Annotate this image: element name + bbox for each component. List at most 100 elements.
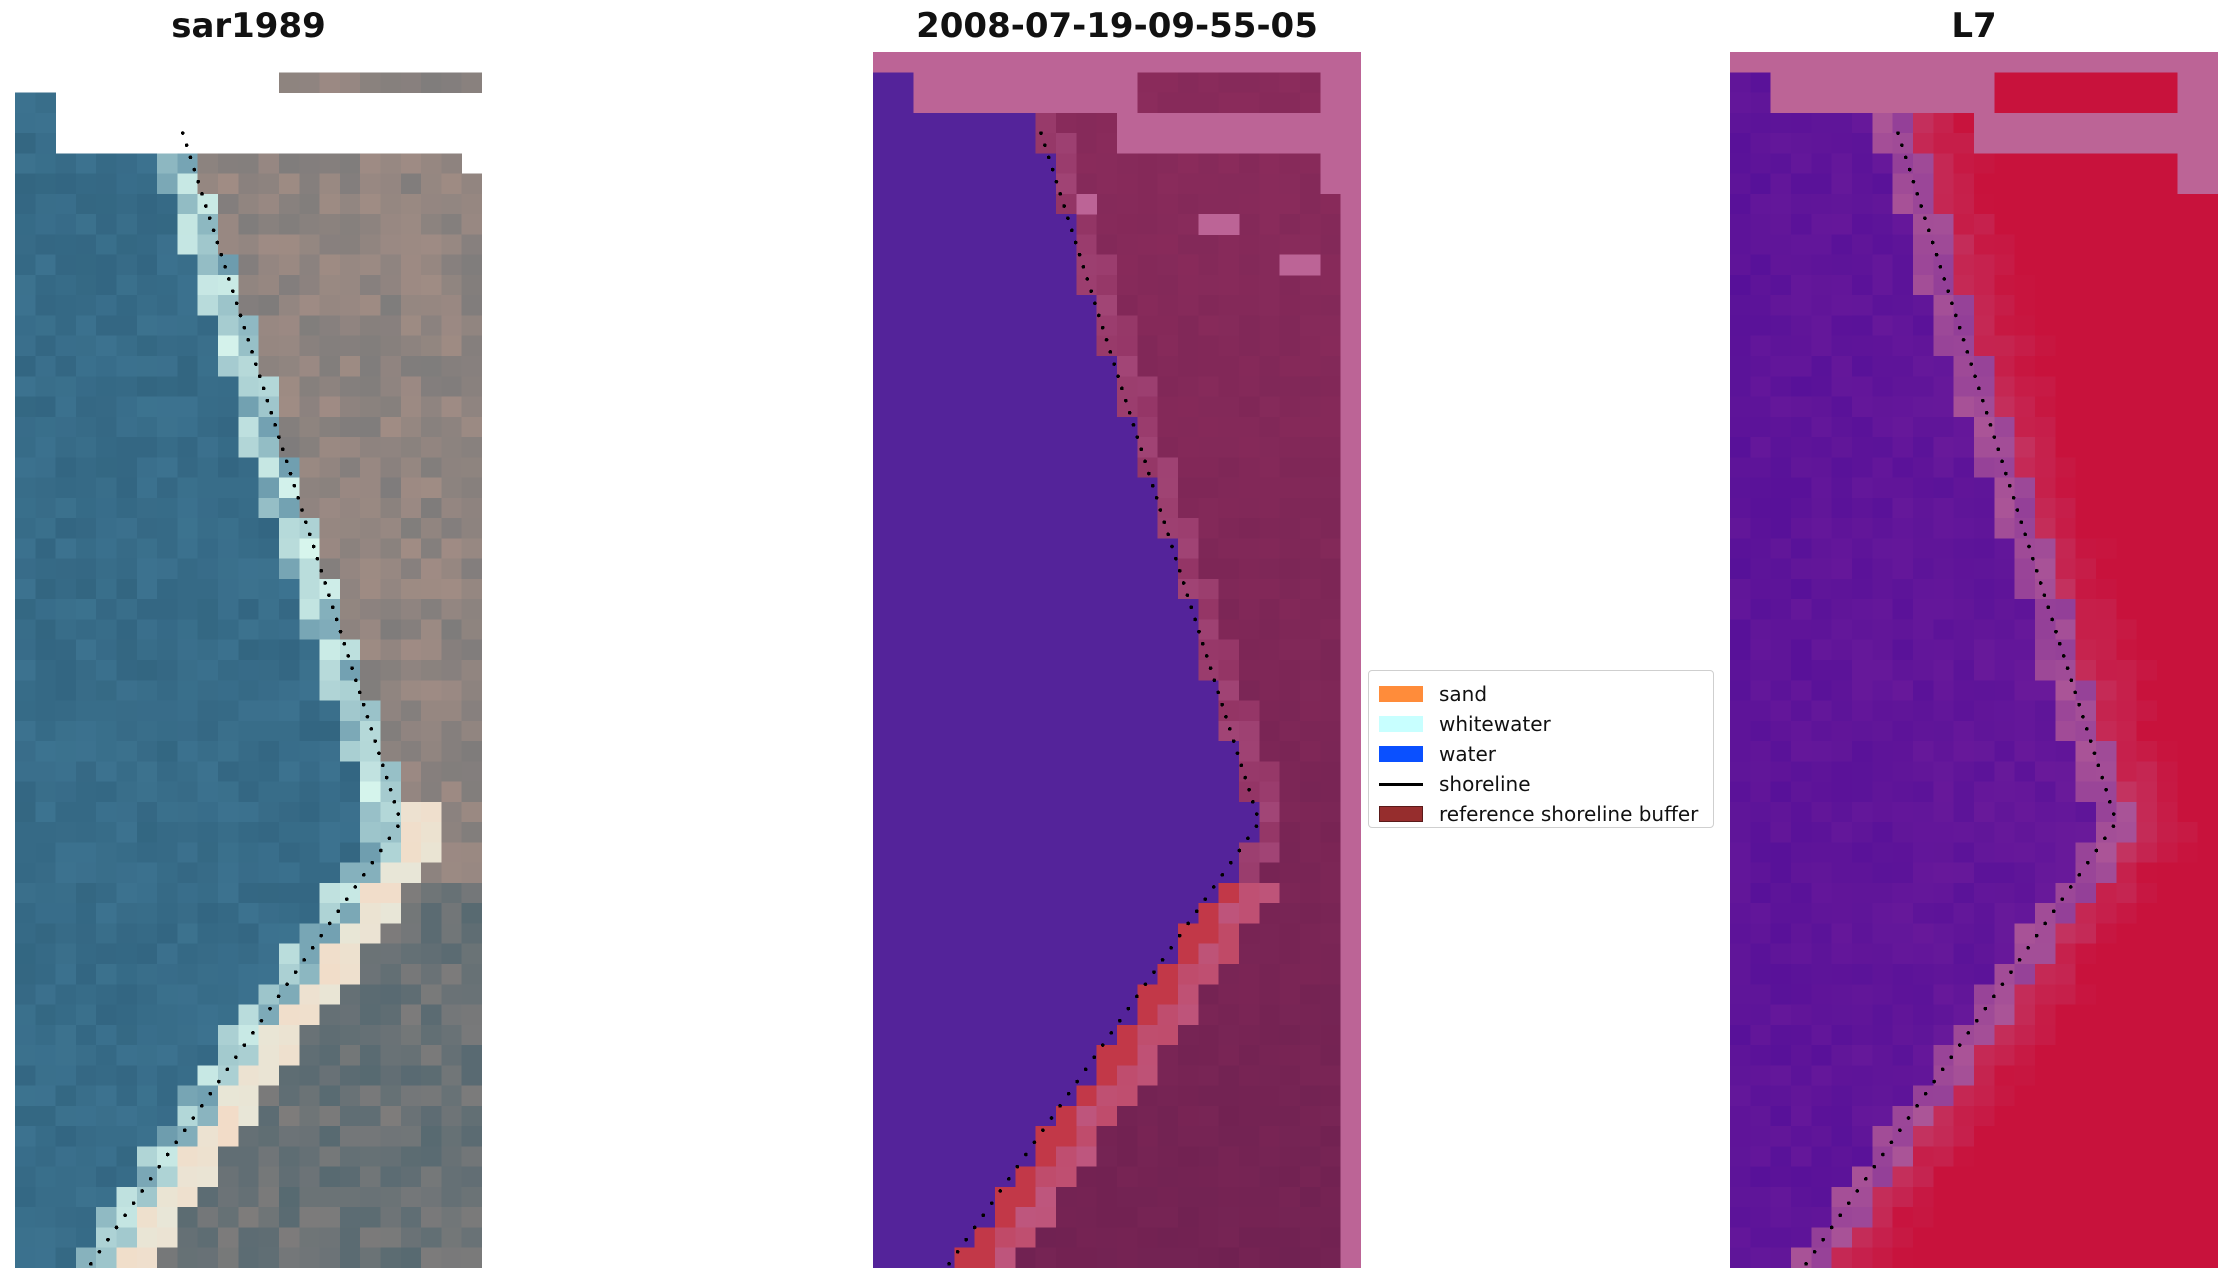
shoreline-point xyxy=(1120,386,1124,391)
shoreline-point xyxy=(1896,131,1900,135)
shoreline-point xyxy=(1085,277,1090,281)
panel-title-l7: L7 xyxy=(1951,6,1997,46)
shoreline-point xyxy=(346,654,351,658)
shoreline-point xyxy=(1992,994,1996,999)
shoreline-point xyxy=(2027,544,2031,549)
shoreline-point xyxy=(1096,313,1101,318)
shoreline-point xyxy=(1965,350,1970,354)
shoreline-point xyxy=(215,240,220,245)
legend-label-whitewater: whitewater xyxy=(1439,712,1551,736)
shoreline-point xyxy=(2077,873,2082,877)
shoreline-point xyxy=(1123,398,1128,403)
shoreline-point xyxy=(1919,204,1923,208)
shoreline-point xyxy=(1083,1067,1088,1072)
shoreline-point xyxy=(302,958,306,962)
shoreline-point xyxy=(1923,1091,1928,1096)
shoreline-point xyxy=(1109,1031,1114,1035)
shoreline-point xyxy=(296,496,301,500)
shoreline-point xyxy=(259,1018,264,1023)
shoreline-point xyxy=(1154,496,1159,500)
shoreline-point xyxy=(369,727,374,731)
shoreline-point xyxy=(2068,885,2073,889)
shoreline-point xyxy=(1104,337,1109,342)
shoreline-point xyxy=(2094,848,2099,853)
shoreline-point xyxy=(1100,1043,1105,1047)
shoreline-point xyxy=(2060,897,2065,901)
shoreline-point xyxy=(327,593,331,597)
shoreline-point xyxy=(1166,532,1170,537)
shoreline-point xyxy=(199,1104,204,1108)
shoreline-point xyxy=(1923,216,1927,221)
shoreline-point xyxy=(2057,641,2062,646)
legend-item-shoreline: shoreline xyxy=(1379,769,1703,799)
shoreline-point xyxy=(310,945,315,950)
shoreline-point xyxy=(2046,605,2051,610)
shoreline-point xyxy=(1996,447,2001,452)
shoreline-point xyxy=(293,970,298,974)
shoreline-point xyxy=(288,471,293,476)
shoreline-point xyxy=(1118,1018,1122,1023)
shoreline-point xyxy=(1075,1079,1079,1084)
shoreline-point xyxy=(1821,1237,1825,1242)
shoreline-point xyxy=(300,508,304,512)
shoreline-point xyxy=(1247,787,1251,792)
shoreline-point xyxy=(2103,836,2107,841)
shoreline-point xyxy=(1189,605,1194,610)
shoreline-point xyxy=(2069,678,2074,683)
shoreline-point xyxy=(2034,933,2039,938)
shoreline-point xyxy=(114,1225,119,1230)
shoreline-point xyxy=(387,836,392,841)
shoreline-point xyxy=(2026,945,2030,950)
shoreline-point xyxy=(947,1262,951,1266)
shoreline-point xyxy=(157,1164,161,1169)
shoreline-point xyxy=(1032,1140,1037,1145)
shoreline-point xyxy=(1073,240,1078,245)
shoreline-point xyxy=(1208,666,1213,670)
shoreline-point xyxy=(1224,714,1228,719)
shoreline-point xyxy=(219,252,224,257)
legend-label-water: water xyxy=(1439,742,1496,766)
legend-label-shoreline: shoreline xyxy=(1439,772,1531,796)
shoreline-point xyxy=(184,143,189,148)
shoreline-point xyxy=(1077,252,1082,257)
shoreline-point xyxy=(280,447,285,452)
shoreline-point xyxy=(196,179,200,184)
shoreline-point xyxy=(342,641,347,646)
shoreline-point xyxy=(1041,1128,1045,1133)
shoreline-point xyxy=(89,1262,93,1266)
shoreline-point xyxy=(354,678,358,683)
shoreline-point xyxy=(1957,1043,1962,1047)
shoreline-point xyxy=(1066,216,1070,221)
shoreline-point xyxy=(123,1213,127,1218)
shoreline-point xyxy=(1881,1152,1885,1157)
shoreline-point xyxy=(97,1249,102,1254)
index-image xyxy=(1730,52,2218,1268)
shoreline-point xyxy=(2034,569,2039,573)
shoreline-point xyxy=(1251,800,1255,804)
shoreline-point xyxy=(284,459,289,464)
shoreline-point xyxy=(1855,1189,1860,1193)
panel-title-sar1989: sar1989 xyxy=(171,6,326,46)
shoreline-point xyxy=(1150,483,1155,488)
legend-item-water: water xyxy=(1379,739,1703,769)
shoreline-point xyxy=(242,1043,247,1047)
shoreline-point xyxy=(211,228,216,233)
shoreline-point xyxy=(1204,654,1209,658)
shoreline-point xyxy=(1984,410,1989,415)
shoreline-point xyxy=(1220,702,1224,707)
shoreline-point xyxy=(2092,751,2097,756)
shoreline-point xyxy=(246,337,251,342)
shoreline-point xyxy=(1193,617,1197,622)
shoreline-point xyxy=(1177,933,1182,938)
legend-label-sand: sand xyxy=(1439,682,1488,706)
shoreline-point xyxy=(307,532,312,537)
shoreline-point xyxy=(2061,654,2066,658)
shoreline-point xyxy=(311,544,316,549)
shoreline-point xyxy=(1147,471,1151,476)
shoreline-point xyxy=(2031,556,2035,561)
shoreline-point xyxy=(1006,1177,1011,1181)
shoreline-point xyxy=(1246,836,1250,841)
shoreline-point xyxy=(1092,1055,1097,1060)
shoreline-point xyxy=(2038,581,2043,585)
shoreline-point xyxy=(1911,179,1916,184)
